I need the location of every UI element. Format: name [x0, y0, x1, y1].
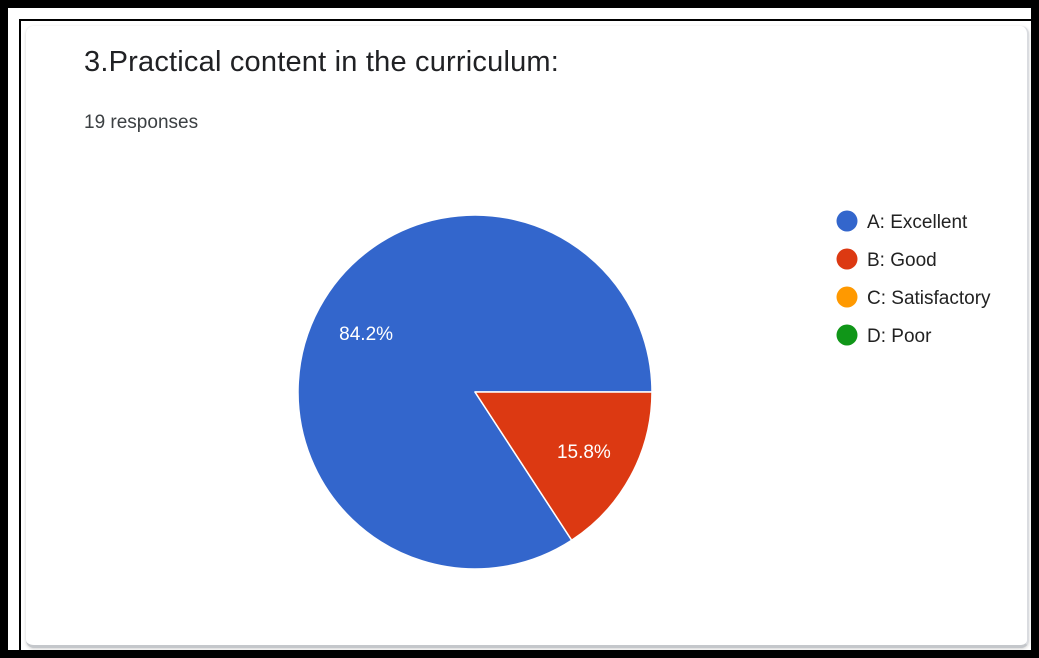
legend-item-c-satisfactory[interactable]: C: Satisfactory	[836, 286, 992, 310]
slice-label-a-excellent: 84.2%	[339, 324, 393, 345]
legend-swatch-b-good	[836, 248, 858, 270]
legend-swatch-c-satisfactory	[836, 286, 858, 308]
legend-swatch-a-excellent	[836, 210, 858, 232]
legend-label-b-good: B: Good	[867, 250, 937, 271]
question-card: 3.Practical content in the curriculum: 1…	[26, 26, 1029, 648]
frame-inner-rule	[19, 19, 1036, 655]
pie-slices	[297, 214, 653, 570]
legend-label-d-poor: D: Poor	[867, 326, 932, 347]
responses-count: 19 responses	[84, 112, 199, 133]
legend-swatch-d-poor	[836, 324, 858, 346]
legend-item-b-good[interactable]: B: Good	[836, 248, 937, 272]
pie-slice-b-good[interactable]	[474, 391, 653, 541]
legend-item-a-excellent[interactable]: A: Excellent	[836, 210, 969, 234]
legend-label-c-satisfactory: C: Satisfactory	[867, 288, 991, 309]
pie-chart: 84.2% 15.8% A: Excellent B: Good C: Satisfa…	[297, 210, 992, 570]
legend-item-d-poor[interactable]: D: Poor	[836, 324, 933, 348]
pie-labels: 84.2% 15.8%	[339, 324, 611, 463]
chart-legend: A: Excellent B: Good C: Satisfactory D: Poo…	[836, 210, 992, 348]
legend-label-a-excellent: A: Excellent	[867, 212, 968, 233]
slice-label-b-good: 15.8%	[557, 442, 611, 463]
question-title: 3.Practical content in the curriculum:	[84, 46, 560, 78]
